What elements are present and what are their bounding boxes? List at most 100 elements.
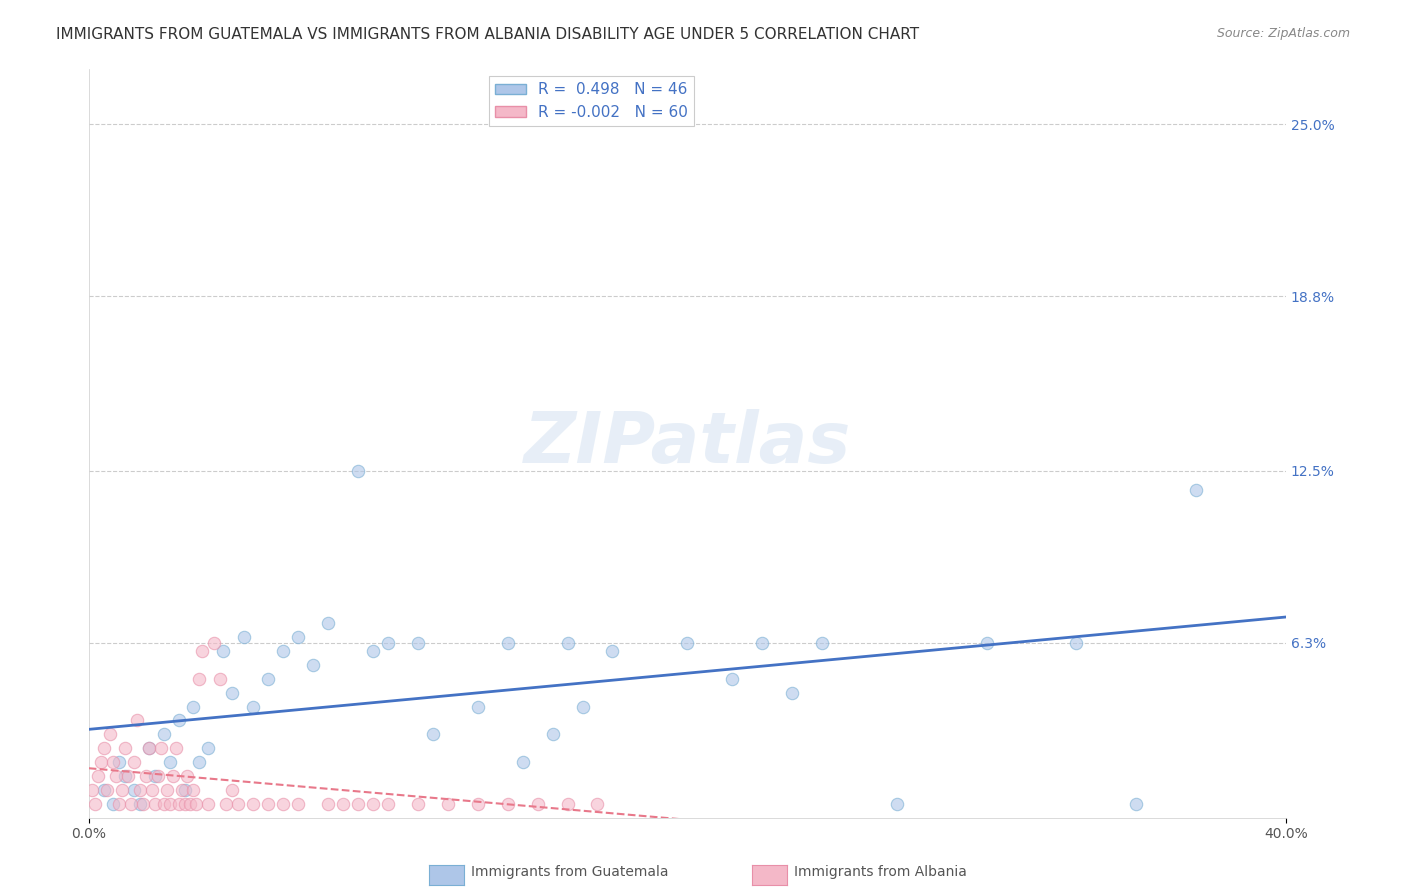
Point <box>101 755 124 769</box>
Point <box>242 699 264 714</box>
Point <box>602 644 624 658</box>
Point <box>257 672 280 686</box>
Point <box>221 686 243 700</box>
Point <box>101 797 124 811</box>
Point <box>80 782 103 797</box>
Point <box>135 769 157 783</box>
Point <box>197 797 219 811</box>
Point <box>437 797 460 811</box>
Point <box>173 782 195 797</box>
Point <box>159 755 181 769</box>
Point <box>751 636 773 650</box>
Point <box>167 797 190 811</box>
Point <box>257 797 280 811</box>
Point <box>886 797 908 811</box>
Text: Immigrants from Albania: Immigrants from Albania <box>794 864 967 879</box>
Point <box>242 797 264 811</box>
Point <box>496 636 519 650</box>
Point <box>125 714 148 728</box>
Text: Immigrants from Guatemala: Immigrants from Guatemala <box>471 864 668 879</box>
Point <box>141 782 163 797</box>
Point <box>191 644 214 658</box>
Point <box>167 714 190 728</box>
Point <box>233 630 256 644</box>
Point <box>557 797 579 811</box>
Point <box>287 630 309 644</box>
Point <box>117 769 139 783</box>
Point <box>422 727 444 741</box>
Point <box>215 797 238 811</box>
Point <box>159 797 181 811</box>
Point <box>1125 797 1147 811</box>
Point <box>221 782 243 797</box>
Point <box>128 797 150 811</box>
Point <box>122 782 145 797</box>
Point <box>183 782 205 797</box>
Point <box>467 797 489 811</box>
Point <box>271 644 294 658</box>
Point <box>170 782 193 797</box>
Point <box>212 644 235 658</box>
Point <box>173 797 195 811</box>
Point <box>347 797 370 811</box>
Point <box>1064 636 1087 650</box>
Point <box>186 797 208 811</box>
Text: IMMIGRANTS FROM GUATEMALA VS IMMIGRANTS FROM ALBANIA DISABILITY AGE UNDER 5 CORR: IMMIGRANTS FROM GUATEMALA VS IMMIGRANTS … <box>56 27 920 42</box>
Point <box>114 741 136 756</box>
Point <box>197 741 219 756</box>
Point <box>780 686 803 700</box>
Point <box>96 782 118 797</box>
Point <box>526 797 548 811</box>
Point <box>377 797 399 811</box>
Point <box>183 699 205 714</box>
Point <box>302 658 325 673</box>
Point <box>179 797 201 811</box>
Point <box>406 797 429 811</box>
Point <box>271 797 294 811</box>
Point <box>361 644 384 658</box>
Point <box>811 636 834 650</box>
Point <box>188 672 211 686</box>
Point <box>93 782 115 797</box>
Point <box>155 782 177 797</box>
Legend: R =  0.498   N = 46, R = -0.002   N = 60: R = 0.498 N = 46, R = -0.002 N = 60 <box>489 76 695 126</box>
Text: ZIPatlas: ZIPatlas <box>523 409 851 477</box>
Point <box>138 741 160 756</box>
Point <box>93 741 115 756</box>
Point <box>104 769 127 783</box>
Point <box>120 797 142 811</box>
Point <box>332 797 354 811</box>
Point <box>152 727 174 741</box>
Point <box>406 636 429 650</box>
Point <box>138 741 160 756</box>
Point <box>976 636 998 650</box>
Point <box>111 782 134 797</box>
Point <box>83 797 105 811</box>
Point <box>721 672 744 686</box>
Point <box>128 782 150 797</box>
Point <box>316 797 339 811</box>
Point <box>146 769 169 783</box>
Point <box>347 464 370 478</box>
Point <box>188 755 211 769</box>
Point <box>676 636 699 650</box>
Point <box>90 755 112 769</box>
Point <box>98 727 121 741</box>
Point <box>557 636 579 650</box>
Point <box>131 797 153 811</box>
Point <box>176 769 198 783</box>
Point <box>122 755 145 769</box>
Point <box>209 672 232 686</box>
Point <box>143 769 166 783</box>
Point <box>149 741 172 756</box>
Point <box>586 797 609 811</box>
Point <box>114 769 136 783</box>
Point <box>165 741 187 756</box>
Point <box>1185 483 1208 498</box>
Point <box>541 727 564 741</box>
Point <box>152 797 174 811</box>
Point <box>287 797 309 811</box>
Point <box>228 797 250 811</box>
Text: Source: ZipAtlas.com: Source: ZipAtlas.com <box>1216 27 1350 40</box>
Point <box>361 797 384 811</box>
